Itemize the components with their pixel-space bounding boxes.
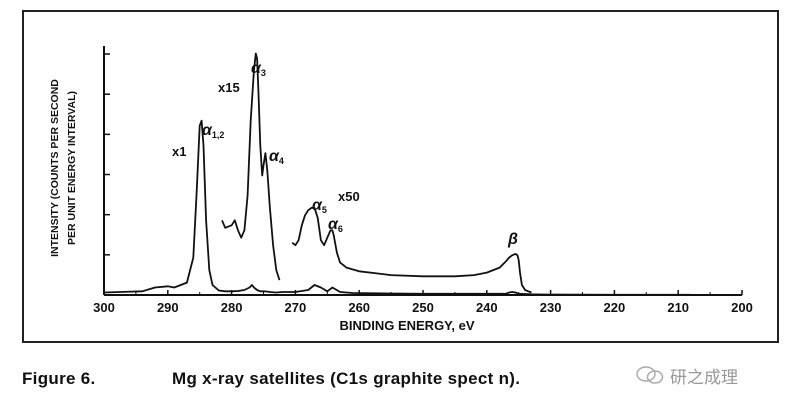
x-tick-label: 200	[731, 300, 753, 315]
spectrum-line-x15	[221, 52, 281, 281]
spectrum-series	[103, 52, 691, 296]
peak-label-subscript: 5	[322, 205, 327, 215]
figure-caption-label: Figure 6.	[22, 369, 96, 388]
scale-factor-label: x1	[172, 144, 186, 159]
watermark-text: 研之成理	[670, 367, 738, 388]
peak-label-subscript: 6	[338, 224, 343, 234]
y-axis-title-line: INTENSITY (COUNTS PER SECOND	[49, 79, 61, 257]
x-tick-label: 290	[157, 300, 179, 315]
figure-frame	[22, 10, 779, 343]
scale-factor-label: x50	[338, 189, 360, 204]
y-axis-title-line: PER UNIT ENERGY INTERVAL)	[66, 91, 78, 245]
spectrum-line-x50	[291, 207, 532, 294]
peak-label: α5	[312, 197, 327, 215]
axis-ticks: 300 290 280 270 260 250 240 230 220 210 200	[93, 53, 753, 315]
peak-label-subscript: 1,2	[212, 130, 225, 140]
figure-caption-text: Mg x-ray satellites (C1s graphite spect …	[172, 369, 521, 388]
peak-label: α3	[251, 60, 266, 78]
watermark: 研之成理	[636, 360, 796, 390]
x-tick-label: 280	[221, 300, 243, 315]
x-tick-label: 260	[348, 300, 370, 315]
peak-label: α4	[269, 148, 284, 166]
axis-labels: BINDING ENERGY, eV INTENSITY (COUNTS PER …	[49, 79, 475, 333]
x-tick-label: 250	[412, 300, 434, 315]
x-axis-title: BINDING ENERGY, eV	[339, 318, 474, 333]
peak-label: α1,2	[202, 122, 224, 140]
wechat-chat-bubbles-icon	[636, 366, 664, 384]
x-tick-label: 270	[285, 300, 307, 315]
spectrum-line-x1	[103, 119, 691, 296]
scale-factor-label: x15	[218, 80, 240, 95]
peak-label: α6	[328, 216, 343, 234]
x-tick-label: 300	[93, 300, 115, 315]
peak-label: β	[507, 231, 518, 248]
peak-label-subscript: 4	[279, 156, 284, 166]
x-tick-label: 220	[604, 300, 626, 315]
axes	[103, 46, 742, 296]
peak-label-subscript: 3	[261, 68, 266, 78]
x-tick-label: 230	[540, 300, 562, 315]
x-tick-label: 210	[667, 300, 689, 315]
x-tick-label: 240	[476, 300, 498, 315]
